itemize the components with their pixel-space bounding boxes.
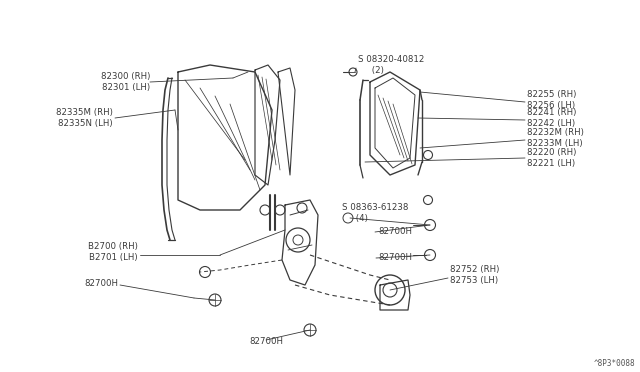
Text: 82335M (RH)
82335N (LH): 82335M (RH) 82335N (LH) — [56, 108, 113, 128]
Text: 82700H: 82700H — [378, 228, 412, 237]
Text: 82700H: 82700H — [249, 337, 283, 346]
Text: B2700 (RH)
B2701 (LH): B2700 (RH) B2701 (LH) — [88, 242, 138, 262]
Text: 82700H: 82700H — [84, 279, 118, 289]
Text: 82300 (RH)
82301 (LH): 82300 (RH) 82301 (LH) — [100, 72, 150, 92]
Text: 82241 (RH)
82242 (LH): 82241 (RH) 82242 (LH) — [527, 108, 577, 128]
Text: 82232M (RH)
82233M (LH): 82232M (RH) 82233M (LH) — [527, 128, 584, 148]
Text: 82220 (RH)
82221 (LH): 82220 (RH) 82221 (LH) — [527, 148, 577, 168]
Text: ^8P3*0088: ^8P3*0088 — [593, 359, 635, 368]
Text: S 08363-61238
     (4): S 08363-61238 (4) — [342, 203, 408, 223]
Text: S 08320-40812
     (2): S 08320-40812 (2) — [358, 55, 424, 75]
Text: 82700H: 82700H — [378, 253, 412, 263]
Text: 82255 (RH)
82256 (LH): 82255 (RH) 82256 (LH) — [527, 90, 577, 110]
Text: 82752 (RH)
82753 (LH): 82752 (RH) 82753 (LH) — [450, 265, 499, 285]
